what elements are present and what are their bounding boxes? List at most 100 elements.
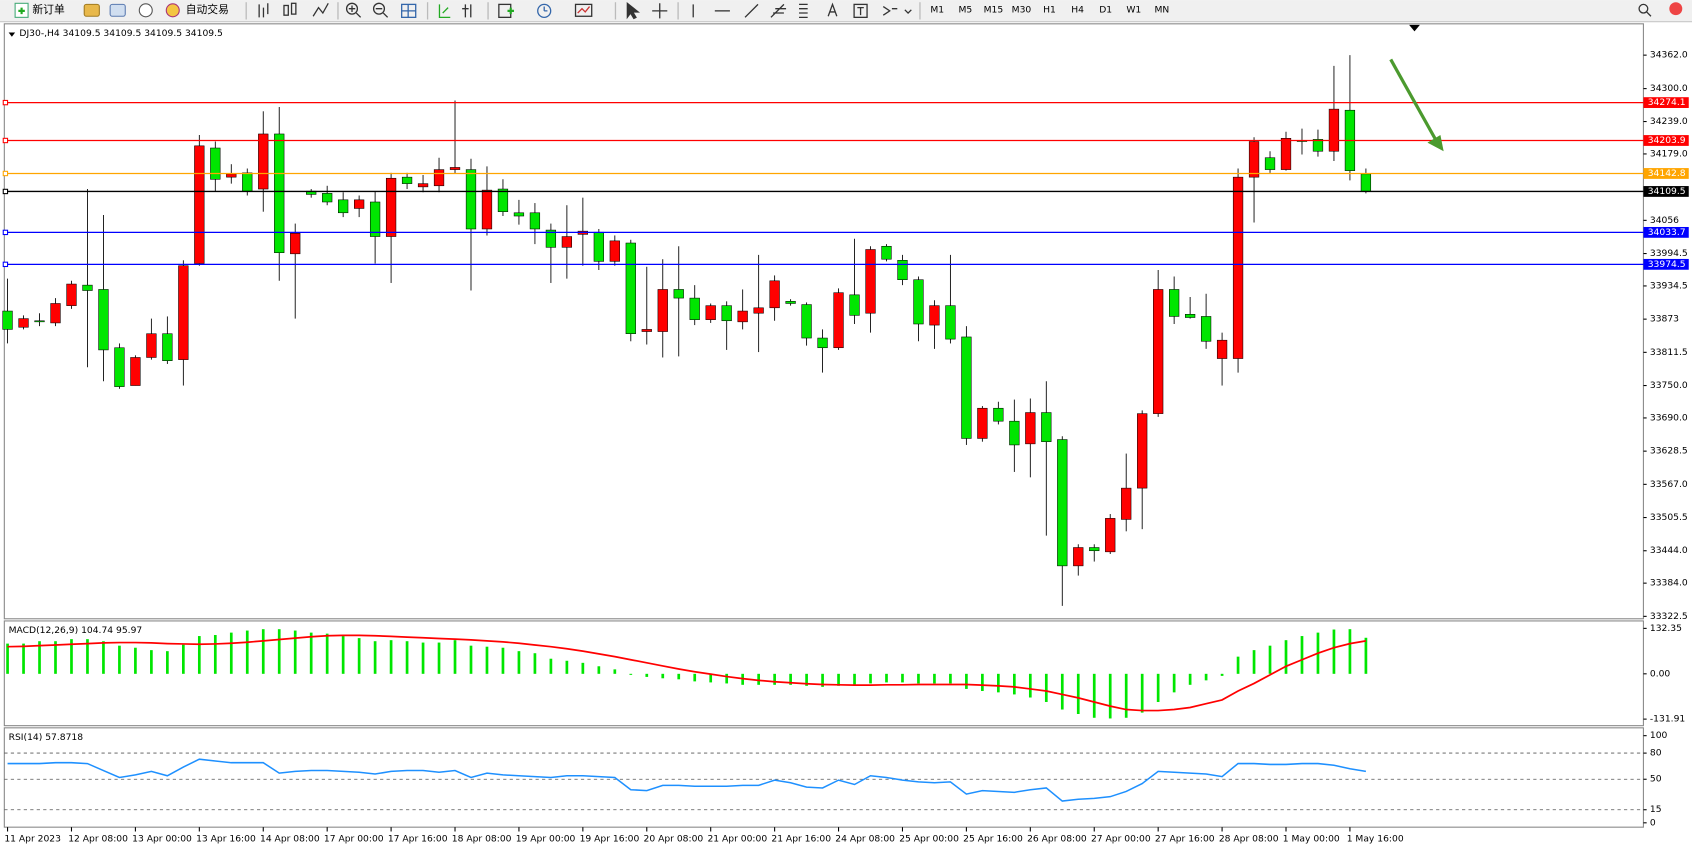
macd-panel [3,620,1644,727]
icon-button[interactable] [283,4,289,16]
icon-button[interactable] [372,2,386,15]
timeframe-button[interactable]: M30 [1012,4,1032,15]
candle-body [641,329,652,332]
candle-body [465,169,477,230]
y-tick-label: 34179.0 [1650,148,1688,159]
icon-button[interactable] [770,3,787,18]
icon-button[interactable] [109,3,126,17]
timeframe-button[interactable]: D1 [1099,4,1112,15]
icon-button[interactable] [827,2,838,17]
candle-body [34,320,45,323]
x-tick-label: 26 Apr 08:00 [1027,834,1087,845]
x-tick-label: 13 Apr 16:00 [196,834,256,845]
candle-body [993,407,1004,422]
toolbar-bg [0,0,1692,22]
x-tick-label: 20 Apr 08:00 [644,834,704,845]
price-label: 33974.5 [1648,259,1686,270]
icon-button[interactable] [258,3,269,18]
x-tick-label: 24 Apr 08:00 [835,834,895,845]
candle-body [1360,173,1372,192]
toolbar-icons [245,1,1652,20]
icon-button[interactable] [853,3,868,18]
icon-button[interactable] [574,3,593,17]
icon-button[interactable] [882,6,898,16]
candle-body [737,310,748,323]
button-label: 自动交易 [186,3,229,16]
toolbar: 新订单 自动交易 [0,0,1692,23]
timeframe-button[interactable]: MN [1154,4,1169,15]
icon-button[interactable] [626,1,640,20]
candle-body [433,169,445,187]
icon-button[interactable] [438,4,451,18]
candle-body [1041,412,1052,442]
x-tick-label: 21 Apr 16:00 [771,834,831,845]
price-label-bg [1643,168,1689,179]
annotation-arrow [1389,58,1444,152]
candle-body [1264,157,1276,170]
icon-button[interactable] [83,3,100,17]
candle-body [1009,420,1020,446]
candle-body [1057,439,1068,567]
x-tick-label: 1 May 16:00 [1347,834,1404,845]
candle-body [609,240,620,262]
main-panel [3,23,1644,620]
candle-body [66,283,77,306]
icon [904,9,912,14]
search-button[interactable] [1638,3,1649,14]
y-tick-label: 33750.0 [1650,380,1688,391]
x-tick-label: 12 Apr 08:00 [68,834,128,845]
price-label-bg [1643,135,1689,146]
plot: DJ30-,H4 34109.5 34109.5 34109.5 34109.5… [2,28,1689,845]
icon-button[interactable] [537,3,552,18]
candle-body [114,347,125,387]
x-tick-label: 17 Apr 00:00 [324,834,384,845]
x-tick-label: 13 Apr 00:00 [132,834,192,845]
timeframe-button[interactable]: M5 [958,4,972,15]
candle-body [1328,108,1340,152]
x-tick-label: 21 Apr 00:00 [707,834,767,845]
icon-button[interactable] [462,4,472,18]
icon-button[interactable] [799,3,808,18]
icon-button[interactable] [345,2,359,15]
new-order-button[interactable]: 新订单 [14,2,65,18]
candle-body [913,279,924,325]
candle-body [1184,314,1196,318]
notification-badge[interactable] [1669,2,1683,16]
x-tick-label: 19 Apr 00:00 [516,834,576,845]
auto-trading-button[interactable]: 自动交易 [165,3,229,18]
icon-button[interactable] [312,2,329,17]
timeframe-button[interactable]: M15 [984,4,1004,15]
timeframe-button[interactable]: H4 [1071,4,1084,15]
timeframe-button[interactable]: W1 [1126,4,1141,15]
y-tick-label: 33322.5 [1650,611,1688,622]
timeframe-button[interactable]: H1 [1043,4,1056,15]
icon-button[interactable] [744,3,759,18]
y-tick-label: 33994.5 [1650,248,1688,259]
x-tick-label: 11 Apr 2023 [4,834,61,845]
candle-body [194,145,205,264]
candle-body [1121,487,1132,520]
icon-button[interactable] [138,3,153,18]
candle-body [753,307,764,314]
icon-button[interactable] [652,3,668,19]
panel-title: MACD(12,26,9) 104.74 95.97 [9,625,143,636]
panel-title: DJ30-,H4 34109.5 34109.5 34109.5 34109.5 [19,28,223,39]
y-tick-label: 34239.0 [1650,116,1688,127]
y-tick-label: 0.00 [1650,668,1671,679]
candle-body [1280,138,1292,170]
line-anchor [2,137,9,144]
x-tick-label: 1 May 00:00 [1283,834,1340,845]
candle-body [338,199,349,214]
price-label-bg [1643,186,1689,197]
y-tick-label: 33384.0 [1650,578,1688,589]
y-tick-label: 34362.0 [1650,50,1688,61]
candle-body [625,242,636,334]
x-tick-label: 27 Apr 16:00 [1155,834,1215,845]
candle-body [178,265,189,360]
signal-line [7,634,1367,712]
candle-body [2,310,13,330]
candle-body [242,172,253,192]
timeframe-button[interactable]: M1 [930,4,944,15]
candle-body [385,177,397,237]
y-tick-label: -131.91 [1650,714,1685,725]
